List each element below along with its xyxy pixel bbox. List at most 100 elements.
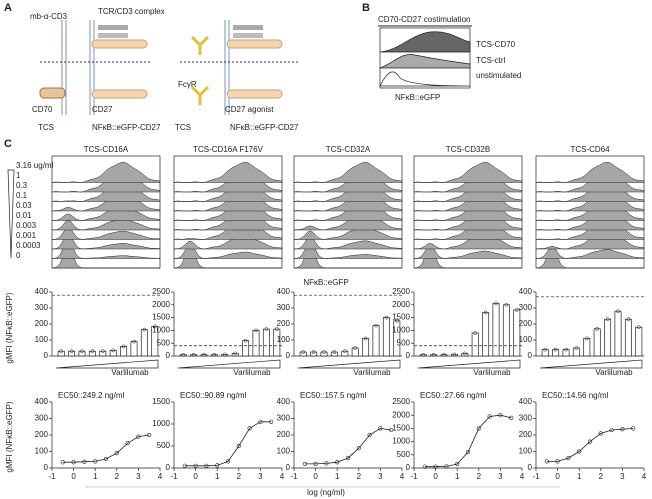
bar [372,325,380,357]
bar-point [69,349,74,354]
y-tick-label: 100 [519,335,533,344]
bar [562,349,570,357]
dose-point [125,441,130,446]
x-tick-label: 4 [520,472,525,481]
dose-wedge [417,359,521,369]
y-tick-label: 100 [277,335,291,344]
y-tick-label: 1000 [152,419,170,428]
bar-point [616,309,620,314]
y-tick-label: 400 [519,287,533,296]
y-tick-label: 400 [35,287,49,296]
y-tick-label: 500 [397,450,411,459]
bar [351,347,359,357]
annotation: EC50::157.5 ng/ml [300,391,366,400]
treatment-label: Varlilumab [595,368,633,377]
x-tick-label: 1 [215,472,220,481]
y-tick-label: 0 [528,351,533,360]
label: FcγR [178,80,197,89]
y-tick-label: 0 [286,463,291,472]
bar [492,303,500,357]
bar [231,353,239,357]
y-tick-label: 100 [35,447,49,456]
bar [99,350,107,357]
bar [330,351,338,357]
bar [419,354,427,357]
y-tick-label: 100 [519,447,533,456]
x-tick-label: 3 [620,472,625,481]
schematic [39,20,300,115]
fit-curve [184,421,272,467]
bar [604,318,612,357]
dose-point [247,426,252,431]
panel-label: C [4,138,12,150]
bar-point [222,352,227,357]
y-tick-label: 500 [397,338,411,347]
bar-point [111,348,116,353]
dose-point [465,450,471,455]
label: TCS [175,123,191,132]
bar [552,349,560,357]
bar [362,338,370,357]
bar-point [384,315,389,320]
x-tick-label: 0 [193,472,198,481]
bar [393,320,401,357]
panel-label: A [4,2,12,14]
dose-point [345,456,351,461]
y-tick-label: 2500 [152,287,170,296]
bar-point [421,352,426,357]
x-tick-label: -1 [48,472,56,481]
dose-point [476,426,481,431]
concentration-label: 0.3 [16,181,28,190]
label: mb-α-CD3 [30,12,68,21]
panel-title: TCS-CD32A [326,145,371,154]
bar-point [152,324,157,329]
bar [572,347,580,357]
y-tick-label: 300 [277,303,291,312]
y-tick-label: 400 [519,397,533,406]
x-tick-label: 2 [599,472,604,481]
bar [299,351,307,357]
x-tick-label: 4 [158,472,163,481]
histogram-trace [173,235,283,250]
bar-point [504,302,509,307]
annotation: EC50::27.66 ng/ml [420,391,486,400]
bar-point [626,317,631,322]
y-tick-label: 200 [277,430,291,439]
bar-point [90,349,95,354]
bar-point [543,347,548,352]
bar-point [243,338,248,343]
annotation: EC50::90.89 ng/ml [180,391,246,400]
bar-point [462,351,467,356]
bar [210,354,218,357]
bar-point [202,352,206,357]
annotation: EC50::14.56 ng/ml [542,391,608,400]
bar [130,341,138,357]
y-tick-label: 200 [35,319,49,328]
concentration-label: 0 [16,251,21,260]
y-tick-label: 1500 [152,313,170,322]
bar [252,330,260,357]
x-tick-label: 3 [136,472,141,481]
bar [262,328,270,357]
bar-point [442,352,446,357]
x-tick-label: 1 [93,472,98,481]
treatment-label: Varlilumab [353,368,391,377]
concentration-label: 0.0003 [16,241,41,250]
bar-point [121,344,126,349]
histogram-trace [51,161,161,183]
dose-point [577,449,582,454]
bar [88,350,96,357]
axis-label: NFκB::eGFP [303,278,348,287]
bar-point [301,350,306,354]
panel-title: CD70-CD27 costimulation [378,15,470,24]
dose-point [566,456,571,461]
panel-title: TCS-CD64 [570,145,610,154]
histogram-trace [173,161,283,183]
bar [450,354,458,357]
bar-point [363,336,368,341]
concentration-label: 0.01 [16,211,32,220]
bar [242,340,250,357]
dose-wedge [55,359,159,369]
histogram-trace [535,161,645,183]
bar-point [332,350,337,354]
